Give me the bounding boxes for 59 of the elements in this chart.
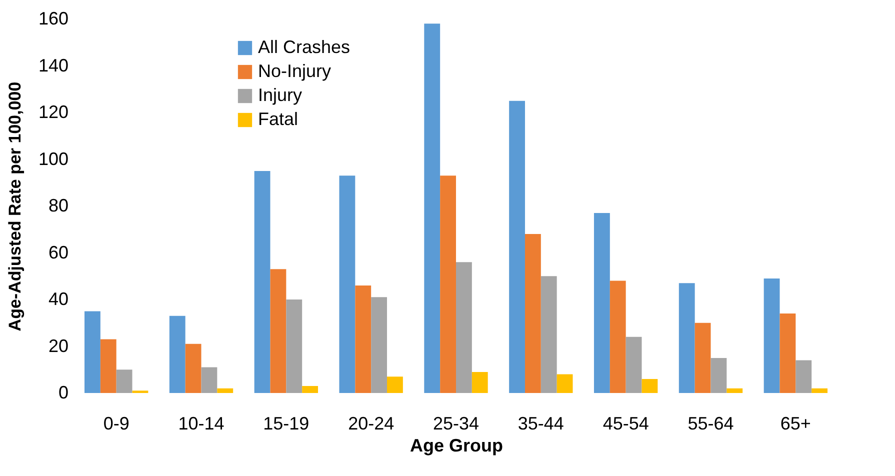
bar [524, 234, 541, 393]
bar [169, 316, 186, 393]
legend-label: Fatal [258, 109, 298, 129]
bar [626, 336, 642, 393]
bar [780, 314, 796, 393]
bar [371, 297, 388, 393]
bar [509, 100, 525, 393]
bar [812, 388, 828, 393]
x-tick-label: 25-34 [432, 414, 480, 434]
y-tick-label: 60 [48, 242, 68, 262]
bar [201, 367, 218, 393]
bar [710, 358, 727, 393]
bar [594, 213, 610, 393]
bar [387, 376, 403, 393]
bar [764, 278, 780, 393]
bar [456, 262, 472, 393]
bar [694, 322, 711, 393]
bar [286, 300, 302, 393]
legend-label: Injury [258, 85, 302, 105]
y-tick-label: 40 [48, 289, 68, 309]
bar [116, 370, 132, 393]
x-axis-title: Age Group [410, 436, 503, 456]
y-tick-label: 20 [48, 336, 68, 356]
bar [254, 170, 270, 393]
y-tick-label: 0 [58, 382, 68, 402]
bar [472, 372, 488, 393]
bar [302, 386, 318, 393]
y-tick-label: 140 [38, 55, 68, 76]
bar [540, 276, 557, 393]
bar [217, 388, 234, 393]
bar [440, 176, 456, 393]
x-tick-label: 65+ [780, 414, 811, 434]
y-tick-label: 160 [38, 8, 68, 28]
bar [355, 285, 372, 393]
bar [339, 176, 356, 393]
bar [642, 378, 658, 393]
x-tick-label: 35-44 [518, 414, 564, 434]
y-axis-title: Age-Adjusted Rate per 100,000 [5, 82, 24, 332]
x-tick-label: 15-19 [263, 414, 310, 434]
y-tick-label: 120 [38, 102, 68, 122]
bar [678, 283, 695, 393]
y-tick-label: 80 [48, 196, 68, 216]
bar [610, 280, 626, 393]
bar [726, 388, 743, 393]
bar [84, 311, 100, 393]
x-tick-label: 20-24 [348, 414, 394, 434]
x-tick-label: 45-54 [602, 414, 649, 434]
x-tick-label: 0-9 [103, 414, 130, 434]
y-tick-label: 100 [38, 148, 68, 169]
x-tick-label: 10-14 [178, 414, 224, 434]
bar [796, 360, 812, 393]
x-tick-label: 55-64 [688, 414, 734, 434]
bar [185, 344, 202, 393]
bar [424, 24, 440, 393]
legend-label: All Crashes [258, 37, 350, 57]
bar [556, 374, 573, 393]
bar [100, 339, 116, 393]
bar [270, 269, 286, 393]
legend-label: No-Injury [258, 61, 332, 81]
